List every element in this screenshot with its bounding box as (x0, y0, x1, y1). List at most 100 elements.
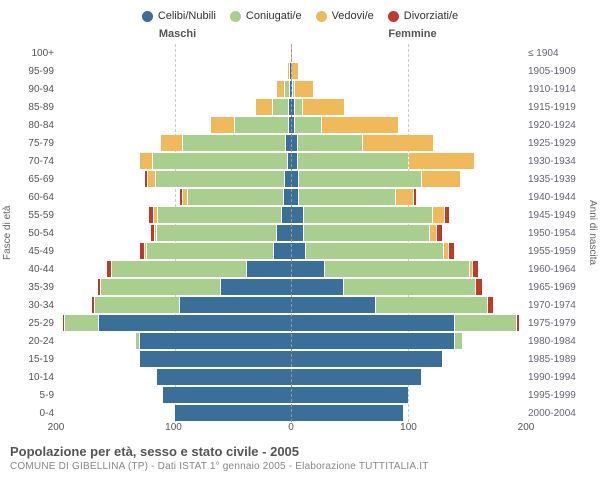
seg-coniugati (304, 207, 432, 223)
age-label: 50-54 (16, 224, 54, 242)
seg-coniugati (298, 153, 409, 169)
seg-vedovi (470, 261, 472, 277)
header-male: Maschi (60, 28, 295, 44)
bar-row (58, 98, 291, 116)
seg-coniugati (188, 189, 284, 205)
x-tick: 200 (48, 422, 65, 433)
seg-vedovi (396, 189, 413, 205)
seg-celibi (274, 243, 291, 259)
age-label: 70-74 (16, 152, 54, 170)
bar-row (58, 116, 291, 134)
bar-row (58, 260, 291, 278)
x-axis: 2001000100200 (0, 422, 600, 440)
legend-swatch (142, 11, 153, 22)
seg-vedovi (183, 189, 186, 205)
seg-vedovi (363, 135, 433, 151)
birth-year-label: 1960-1964 (528, 260, 584, 278)
age-label: 90-94 (16, 80, 54, 98)
seg-divorziati (151, 225, 154, 241)
legend-item: Vedovi/e (316, 10, 374, 22)
bar-row (291, 80, 524, 98)
seg-divorziati (180, 189, 182, 205)
age-label: 30-34 (16, 296, 54, 314)
seg-coniugati (298, 135, 362, 151)
female-half (291, 44, 524, 422)
seg-divorziati (92, 297, 94, 313)
age-label: 35-39 (16, 278, 54, 296)
header-female: Femmine (295, 28, 530, 44)
seg-coniugati (304, 225, 430, 241)
y-axis-right-title: Anni di nascita (584, 44, 598, 422)
seg-coniugati (285, 81, 288, 97)
seg-coniugati (183, 135, 286, 151)
seg-celibi (291, 405, 403, 421)
seg-vedovi (295, 81, 312, 97)
seg-celibi (291, 189, 298, 205)
bar-row (291, 278, 524, 296)
seg-coniugati (65, 315, 98, 331)
bar-row (58, 386, 291, 404)
seg-divorziati (449, 243, 454, 259)
seg-celibi (291, 369, 421, 385)
seg-divorziati (98, 279, 100, 295)
seg-divorziati (476, 279, 482, 295)
seg-divorziati (414, 189, 416, 205)
seg-celibi (277, 225, 291, 241)
bar-row (291, 404, 524, 422)
seg-divorziati (140, 243, 143, 259)
age-label: 80-84 (16, 116, 54, 134)
seg-celibi (140, 351, 291, 367)
seg-divorziati (149, 207, 152, 223)
x-tick: 100 (165, 422, 182, 433)
birth-year-label: 1965-1969 (528, 278, 584, 296)
birth-year-label: 1915-1919 (528, 98, 584, 116)
seg-coniugati (295, 99, 302, 115)
seg-celibi (157, 369, 291, 385)
seg-coniugati (376, 297, 487, 313)
bar-row (58, 296, 291, 314)
bar-row (58, 152, 291, 170)
seg-coniugati (455, 315, 516, 331)
age-label: 0-4 (16, 404, 54, 422)
bar-row (58, 80, 291, 98)
bar-row (58, 62, 291, 80)
birth-year-label: ≤ 1904 (528, 44, 584, 62)
birth-year-label: 1910-1914 (528, 80, 584, 98)
seg-divorziati (63, 315, 64, 331)
seg-coniugati (147, 243, 273, 259)
seg-divorziati (488, 297, 494, 313)
seg-celibi (221, 279, 291, 295)
bar-row (58, 350, 291, 368)
seg-vedovi (291, 63, 298, 79)
bar-row (58, 134, 291, 152)
legend-swatch (230, 11, 241, 22)
birth-year-label: 1905-1909 (528, 62, 584, 80)
seg-coniugati (157, 225, 276, 241)
bar-row (291, 368, 524, 386)
bar-row (291, 62, 524, 80)
x-ticks: 2001000100200 (56, 422, 526, 440)
seg-coniugati (325, 261, 469, 277)
seg-celibi (175, 405, 292, 421)
seg-celibi (291, 333, 454, 349)
age-labels: 100+95-9990-9485-8980-8475-7970-7465-696… (16, 44, 58, 422)
bar-row (291, 44, 524, 62)
seg-celibi (291, 171, 298, 187)
legend-item: Coniugati/e (230, 10, 302, 22)
age-label: 15-19 (16, 350, 54, 368)
bar-row (291, 188, 524, 206)
birth-year-label: 1980-1984 (528, 332, 584, 350)
legend-swatch (388, 11, 399, 22)
age-label: 65-69 (16, 170, 54, 188)
seg-divorziati (437, 225, 442, 241)
bar-row (58, 278, 291, 296)
bar-row (291, 296, 524, 314)
seg-coniugati (344, 279, 474, 295)
seg-celibi (282, 207, 291, 223)
seg-celibi (291, 387, 408, 403)
seg-vedovi (277, 81, 284, 97)
footer-sub: COMUNE DI GIBELLINA (TP) - Dati ISTAT 1°… (10, 461, 592, 472)
legend-item: Celibi/Nubili (142, 10, 216, 22)
seg-coniugati (299, 189, 395, 205)
seg-celibi (291, 225, 303, 241)
